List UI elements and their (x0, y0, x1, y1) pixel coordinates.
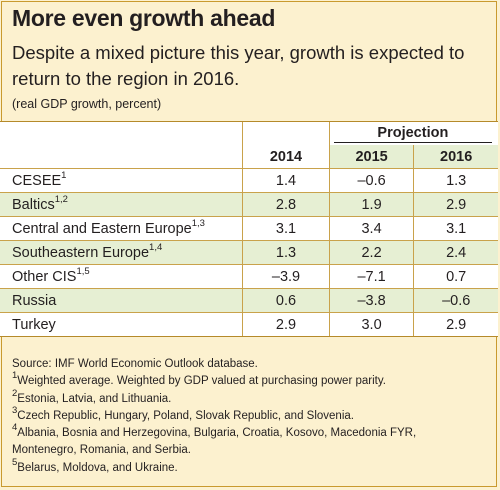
table-cell: 1.3 (413, 168, 498, 193)
figure-title: More even growth ahead (12, 5, 276, 31)
row-label: Southeastern Europe1,4 (0, 240, 243, 265)
footnote-continued: Montenegro, Romania, and Serbia. (12, 444, 191, 457)
footnote: 5Belarus, Moldova, and Ukraine. (12, 456, 178, 474)
row-label: Other CIS1,5 (0, 264, 243, 289)
table-cell: –3.8 (328, 288, 414, 313)
row-label: Central and Eastern Europe1,3 (0, 216, 243, 241)
table-cell: 2.8 (242, 192, 330, 217)
table-header-years-row: 2014 2015 2016 (0, 145, 498, 169)
table-cell: –3.9 (242, 264, 330, 289)
table-row: Southeastern Europe1,4 1.3 2.2 2.4 (0, 240, 498, 265)
table-cell: –0.6 (328, 168, 414, 193)
table-cell: 1.4 (242, 168, 330, 193)
table-row: CESEE1 1.4 –0.6 1.3 (0, 168, 498, 193)
table-cell: 2.4 (413, 240, 498, 265)
footnote: 4Albania, Bosnia and Herzegovina, Bulgar… (12, 422, 417, 440)
unit-label: (real GDP growth, percent) (12, 97, 162, 111)
footnote: 1Weighted average. Weighted by GDP value… (12, 370, 386, 388)
table-cell: 2.9 (242, 312, 330, 337)
table-cell: –0.6 (413, 288, 498, 313)
table-header-projection-row: Projection (0, 121, 498, 145)
table-row: Baltics1,2 2.8 1.9 2.9 (0, 192, 498, 217)
row-label: Russia (0, 288, 243, 313)
table-row: Central and Eastern Europe1,3 3.1 3.4 3.… (0, 216, 498, 241)
column-header-2016: 2016 (413, 145, 498, 169)
row-label: Turkey (0, 312, 243, 337)
table-cell: 1.9 (328, 192, 414, 217)
source-note: Source: IMF World Economic Outlook datab… (12, 358, 258, 370)
table-cell: 0.7 (413, 264, 498, 289)
table-row: Other CIS1,5 –3.9 –7.1 0.7 (0, 264, 498, 289)
figure-subtitle: Despite a mixed picture this year, growt… (12, 42, 465, 89)
table-cell: 1.3 (242, 240, 330, 265)
table-cell: 3.1 (413, 216, 498, 241)
column-header-2014: 2014 (242, 145, 330, 169)
table-cell: 0.6 (242, 288, 330, 313)
table-row: Russia 0.6 –3.8 –0.6 (0, 288, 498, 313)
table-row: Turkey 2.9 3.0 2.9 (0, 312, 498, 337)
footnote: 2Estonia, Latvia, and Lithuania. (12, 387, 172, 405)
table-cell: –7.1 (328, 264, 414, 289)
table-cell: 3.1 (242, 216, 330, 241)
footnote: 3Czech Republic, Hungary, Poland, Slovak… (12, 405, 354, 422)
row-label: CESEE1 (0, 168, 243, 193)
growth-table: Projection 2014 2015 2016 CESEE1 1.4 –0.… (0, 121, 498, 337)
table-cell: 2.9 (413, 192, 498, 217)
column-header-2015: 2015 (328, 145, 414, 169)
table-cell: 3.0 (328, 312, 414, 337)
projection-label: Projection (328, 121, 498, 145)
table-cell: 2.2 (328, 240, 414, 265)
row-label: Baltics1,2 (0, 192, 243, 217)
table-cell: 3.4 (328, 216, 414, 241)
notes: Source: IMF World Economic Outlook datab… (12, 356, 492, 477)
table-cell: 2.9 (413, 312, 498, 337)
